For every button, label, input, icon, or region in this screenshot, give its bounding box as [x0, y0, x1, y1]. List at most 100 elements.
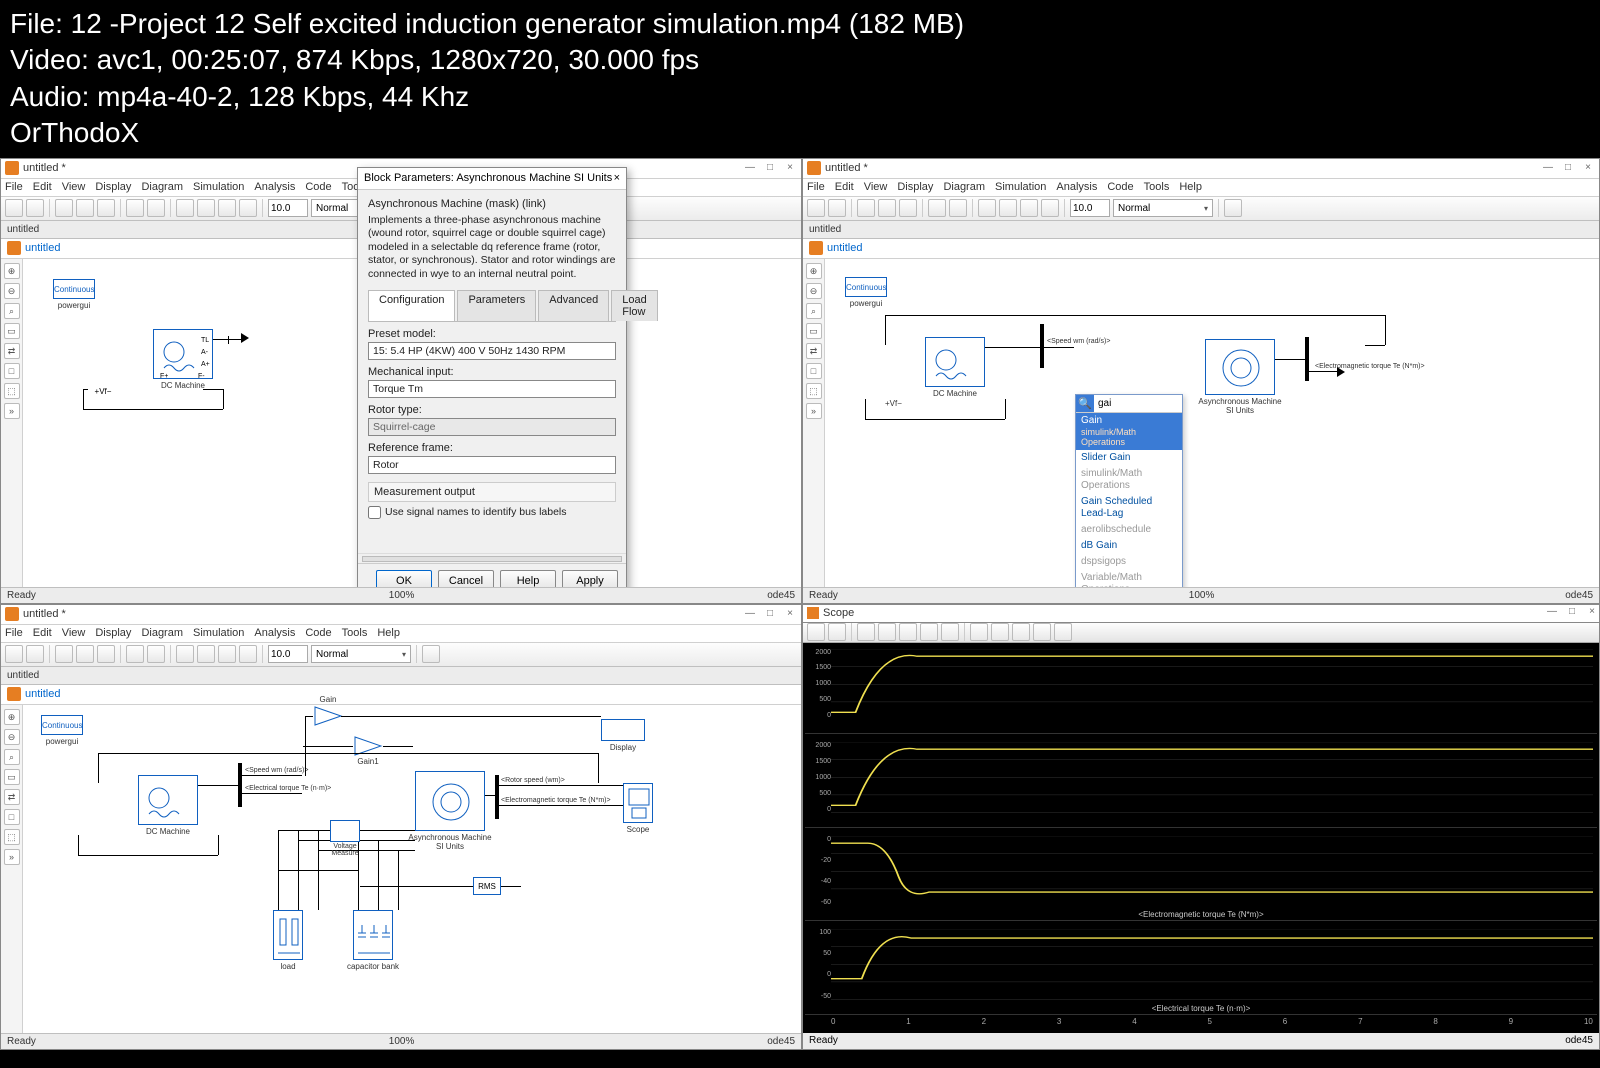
minimize-button[interactable]: — [743, 161, 757, 175]
tb-back[interactable] [55, 199, 73, 217]
palette-tool[interactable]: ⌕ [806, 303, 822, 319]
menu-file[interactable]: File [5, 181, 23, 193]
palette-tool[interactable]: ⌕ [4, 303, 20, 319]
checkbox-bus-labels[interactable]: Use signal names to identify bus labels [368, 506, 616, 519]
block-powergui[interactable]: Continuous [845, 277, 887, 297]
menu-diagram[interactable]: Diagram [141, 181, 183, 193]
menu-edit[interactable]: Edit [33, 627, 52, 639]
close-button[interactable]: × [1585, 606, 1599, 620]
palette-tool[interactable]: ⬚ [4, 829, 20, 845]
tb-fwd[interactable] [76, 199, 94, 217]
sim-time-input[interactable] [268, 199, 308, 217]
block-powergui[interactable]: Continuous [53, 279, 95, 299]
block-load[interactable] [273, 910, 303, 960]
menu-edit[interactable]: Edit [835, 181, 854, 193]
scope-plot[interactable]: 100500-50<Electrical torque Te (n·m)> [805, 925, 1597, 1015]
palette-tool[interactable]: □ [4, 809, 20, 825]
field-refframe[interactable]: Rotor [368, 456, 616, 474]
ac-item[interactable]: Slider Gain [1076, 450, 1182, 466]
tb-save[interactable] [26, 199, 44, 217]
block-powergui[interactable]: Continuous [41, 715, 83, 735]
tb-step-fwd[interactable] [218, 199, 236, 217]
menu-file[interactable]: File [5, 627, 23, 639]
palette-tool[interactable]: ⬚ [4, 383, 20, 399]
palette-tool[interactable]: » [4, 403, 20, 419]
field-mechin[interactable]: Torque Tm [368, 380, 616, 398]
menu-display[interactable]: Display [95, 627, 131, 639]
block-gain[interactable] [313, 705, 343, 732]
maximize-button[interactable]: □ [1561, 161, 1575, 175]
dialog-tab-advanced[interactable]: Advanced [538, 290, 609, 321]
menu-code[interactable]: Code [1107, 181, 1133, 193]
block-async-machine[interactable] [415, 771, 485, 831]
scope-plot[interactable]: 0-20-40-60<Electromagnetic torque Te (N*… [805, 832, 1597, 922]
demux2[interactable] [1305, 337, 1309, 381]
close-button[interactable]: × [783, 161, 797, 175]
menu-tools[interactable]: Tools [342, 627, 368, 639]
block-dc-machine[interactable] [138, 775, 198, 825]
menu-simulation[interactable]: Simulation [193, 181, 244, 193]
palette-tool[interactable]: □ [806, 363, 822, 379]
menu-code[interactable]: Code [305, 181, 331, 193]
model-canvas[interactable]: Continuous powergui DC Machine +Vf− <Spe… [825, 259, 1599, 587]
dialog-tab-load-flow[interactable]: Load Flow [611, 290, 657, 321]
menu-edit[interactable]: Edit [33, 181, 52, 193]
minimize-button[interactable]: — [1545, 606, 1559, 620]
palette-tool[interactable]: ⊖ [4, 283, 20, 299]
palette-tool[interactable]: ⇄ [4, 343, 20, 359]
block-dc-machine[interactable] [925, 337, 985, 387]
menu-simulation[interactable]: Simulation [193, 627, 244, 639]
palette-tool[interactable]: ⊕ [806, 263, 822, 279]
palette-tool[interactable]: ⇄ [4, 789, 20, 805]
tb-lib[interactable] [126, 199, 144, 217]
dialog-tab-configuration[interactable]: Configuration [368, 290, 455, 321]
palette-tool[interactable]: ⊖ [4, 729, 20, 745]
menu-analysis[interactable]: Analysis [254, 181, 295, 193]
menu-analysis[interactable]: Analysis [254, 627, 295, 639]
menu-view[interactable]: View [62, 181, 86, 193]
menu-view[interactable]: View [62, 627, 86, 639]
ac-item[interactable]: aerolibschedule [1076, 522, 1182, 538]
menu-code[interactable]: Code [305, 627, 331, 639]
close-button[interactable]: × [1581, 161, 1595, 175]
demux[interactable] [1040, 324, 1044, 368]
tb-step-back[interactable] [176, 199, 194, 217]
menu-file[interactable]: File [807, 181, 825, 193]
menu-diagram[interactable]: Diagram [141, 627, 183, 639]
palette-tool[interactable]: ⊕ [4, 263, 20, 279]
palette-tool[interactable]: ⊖ [806, 283, 822, 299]
palette-tool[interactable]: ▭ [806, 323, 822, 339]
ac-item[interactable]: dspsigops [1076, 554, 1182, 570]
block-display[interactable] [601, 719, 645, 741]
block-rms[interactable]: RMS [473, 877, 501, 895]
menu-analysis[interactable]: Analysis [1056, 181, 1097, 193]
palette-tool[interactable]: ▭ [4, 769, 20, 785]
field-preset[interactable]: 15: 5.4 HP (4KW) 400 V 50Hz 1430 RPM [368, 342, 616, 360]
palette-tool[interactable]: ⇄ [806, 343, 822, 359]
block-async-machine[interactable] [1205, 339, 1275, 395]
menu-diagram[interactable]: Diagram [943, 181, 985, 193]
tb-stop[interactable] [239, 199, 257, 217]
ac-item[interactable]: Gainsimulink/Math Operations [1076, 413, 1182, 451]
maximize-button[interactable]: □ [763, 161, 777, 175]
block-dc-machine[interactable]: TLA-A+F+F- [153, 329, 213, 379]
palette-tool[interactable]: » [4, 849, 20, 865]
palette-tool[interactable]: » [806, 403, 822, 419]
scope-plot[interactable]: 2000150010005000 [805, 645, 1597, 735]
palette-tool[interactable]: ⊕ [4, 709, 20, 725]
tb-up[interactable] [97, 199, 115, 217]
palette-tool[interactable]: ▭ [4, 323, 20, 339]
menu-tools[interactable]: Tools [1144, 181, 1170, 193]
block-capbank[interactable] [353, 910, 393, 960]
tb-run[interactable] [197, 199, 215, 217]
tb-new[interactable] [5, 199, 23, 217]
model-canvas[interactable]: Continuous powergui DC Machine <Speed wm… [23, 705, 801, 1033]
palette-tool[interactable]: □ [4, 363, 20, 379]
menu-simulation[interactable]: Simulation [995, 181, 1046, 193]
dialog-close-icon[interactable]: × [614, 172, 620, 184]
menu-display[interactable]: Display [897, 181, 933, 193]
dialog-tab-parameters[interactable]: Parameters [457, 290, 536, 321]
menu-help[interactable]: Help [377, 627, 400, 639]
menu-display[interactable]: Display [95, 181, 131, 193]
scope-plot[interactable]: 2000150010005000 [805, 738, 1597, 828]
